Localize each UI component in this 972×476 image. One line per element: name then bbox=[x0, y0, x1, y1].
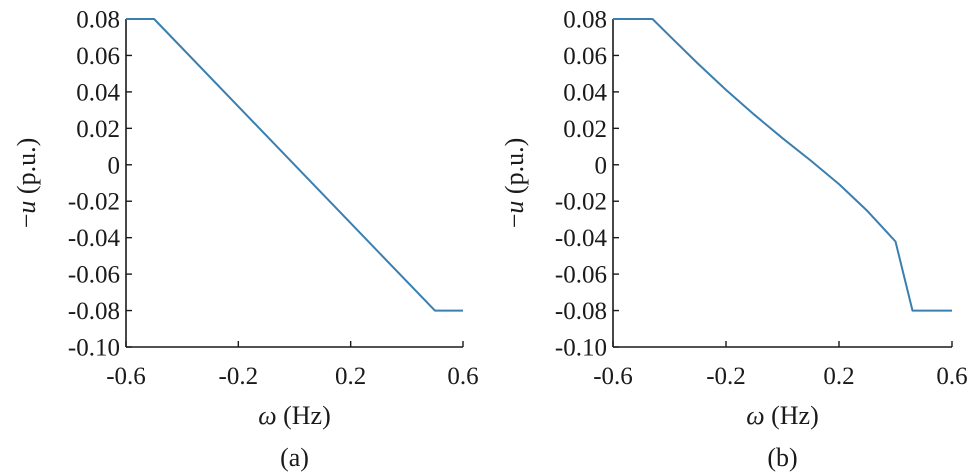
x-tick-label: 0.2 bbox=[823, 363, 854, 390]
panel-label: (b) bbox=[767, 443, 797, 472]
y-axis-label-unit: (p.u.) bbox=[12, 138, 41, 201]
x-axis-label-symbol: ω bbox=[258, 401, 276, 430]
x-axis-label-unit: (Hz) bbox=[277, 401, 331, 430]
y-axis-label-prefix: − bbox=[500, 214, 529, 229]
y-tick-label: 0.02 bbox=[76, 116, 120, 143]
y-tick-label: 0 bbox=[595, 152, 608, 179]
y-tick-label: -0.08 bbox=[555, 298, 607, 325]
y-tick-label: 0.04 bbox=[76, 79, 120, 106]
y-tick-label: -0.02 bbox=[68, 189, 120, 216]
x-axis-label: ω (Hz) bbox=[746, 401, 819, 430]
y-tick-label: -0.02 bbox=[555, 189, 607, 216]
x-axis-label: ω (Hz) bbox=[258, 401, 331, 430]
x-tick-label: 0.6 bbox=[936, 363, 967, 390]
y-tick-label: 0.02 bbox=[563, 116, 607, 143]
y-tick-label: 0.08 bbox=[563, 7, 607, 34]
x-tick-label: -0.6 bbox=[106, 363, 146, 390]
y-axis-label-symbol: u bbox=[500, 201, 529, 214]
series-line bbox=[126, 18, 463, 312]
y-tick-label: -0.04 bbox=[555, 225, 608, 252]
y-tick-label: -0.10 bbox=[68, 335, 120, 362]
y-tick-label: -0.08 bbox=[68, 298, 120, 325]
y-axis-label-prefix: − bbox=[12, 214, 41, 229]
y-axis-label: −u (p.u.) bbox=[500, 138, 529, 229]
y-tick-label: -0.04 bbox=[68, 225, 121, 252]
y-axis-label: −u (p.u.) bbox=[12, 138, 41, 229]
chart-panel-a: 0.08 0.06 0.04 0.02 0 -0.02 -0.04 -0.06 -0.08 -0.… bbox=[12, 7, 479, 473]
y-axis-label-unit: (p.u.) bbox=[500, 138, 529, 201]
panel-label: (a) bbox=[280, 443, 309, 472]
x-tick-label: -0.2 bbox=[219, 363, 259, 390]
y-axis-label-symbol: u bbox=[12, 201, 41, 214]
x-tick-label: -0.2 bbox=[706, 363, 746, 390]
y-tick-label: -0.06 bbox=[68, 262, 120, 289]
y-tick-label: 0.04 bbox=[563, 79, 607, 106]
y-tick-label: 0.06 bbox=[76, 43, 120, 70]
x-axis-label-symbol: ω bbox=[746, 401, 764, 430]
y-tick-label: -0.10 bbox=[555, 335, 607, 362]
x-tick-label: -0.6 bbox=[593, 363, 633, 390]
x-tick-label: 0.2 bbox=[335, 363, 366, 390]
y-tick-label: 0.08 bbox=[76, 7, 120, 34]
y-tick-label: 0.06 bbox=[563, 43, 607, 70]
y-tick-label: 0 bbox=[108, 152, 121, 179]
y-tick-label: -0.06 bbox=[555, 262, 607, 289]
series-line bbox=[613, 18, 952, 312]
x-axis-label-unit: (Hz) bbox=[765, 401, 819, 430]
x-tick-label: 0.6 bbox=[447, 363, 478, 390]
chart-panel-b: 0.08 0.06 0.04 0.02 0 -0.02 -0.04 -0.06 -0.08 -0.… bbox=[500, 7, 968, 473]
